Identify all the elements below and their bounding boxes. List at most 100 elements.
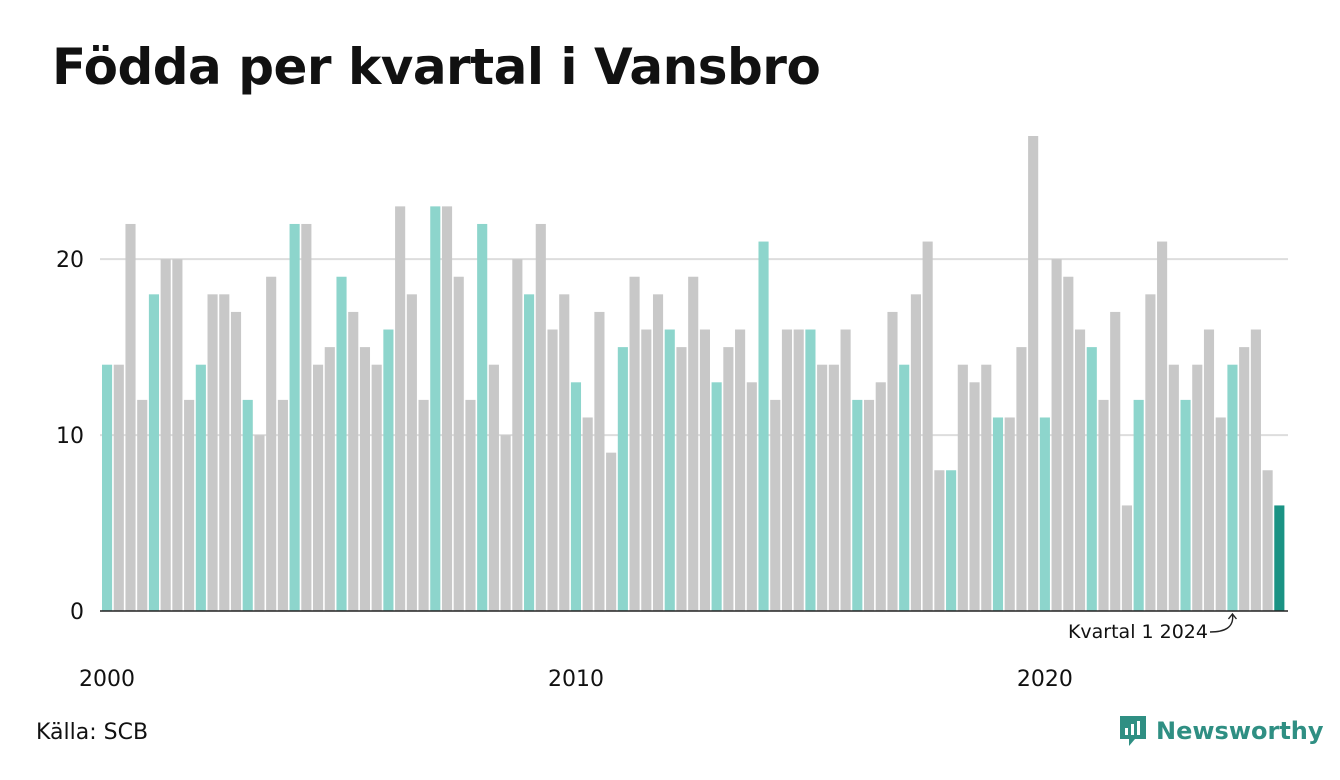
bar xyxy=(430,206,441,611)
y-tick-label: 10 xyxy=(56,424,84,449)
bar xyxy=(594,311,605,611)
bar xyxy=(254,435,265,611)
bar xyxy=(969,382,980,611)
bar xyxy=(805,329,816,611)
bar xyxy=(617,347,628,611)
bar xyxy=(606,452,617,611)
bar xyxy=(676,347,687,611)
bar xyxy=(148,294,160,611)
x-tick-label: 2000 xyxy=(79,667,135,692)
bar xyxy=(934,470,945,611)
x-tick-label: 2010 xyxy=(548,667,604,692)
bar xyxy=(793,329,804,611)
bar xyxy=(992,417,1004,611)
bar xyxy=(1121,505,1132,611)
chart-title: Födda per kvartal i Vansbro xyxy=(52,38,821,96)
bar xyxy=(324,347,335,611)
bar xyxy=(465,399,476,611)
bar xyxy=(688,276,699,611)
bar xyxy=(828,364,839,611)
bar xyxy=(723,347,734,611)
bar xyxy=(758,241,769,611)
bar xyxy=(840,329,851,611)
bar xyxy=(746,382,757,611)
bar xyxy=(535,223,546,611)
bar xyxy=(137,399,148,611)
bar xyxy=(711,382,722,611)
bar xyxy=(781,329,793,611)
bar xyxy=(1239,347,1250,611)
bar xyxy=(629,276,640,611)
bar xyxy=(195,364,206,611)
bar xyxy=(383,329,394,611)
bar xyxy=(348,311,359,611)
bar xyxy=(946,470,957,611)
bar xyxy=(1262,470,1273,611)
bar xyxy=(852,399,863,611)
bar xyxy=(887,311,898,611)
bar xyxy=(1098,399,1109,611)
source-label: Källa: SCB xyxy=(36,720,149,745)
bar xyxy=(1157,241,1168,611)
bar xyxy=(1168,364,1179,611)
bar xyxy=(359,347,371,611)
bar xyxy=(1110,311,1121,611)
y-tick-labels: 0 10 20 xyxy=(56,248,84,625)
annotation-arrow xyxy=(1209,612,1237,633)
y-tick-label: 20 xyxy=(56,248,84,273)
bar xyxy=(242,399,253,611)
bar xyxy=(1250,329,1261,611)
bar xyxy=(1227,364,1238,611)
bar xyxy=(336,276,347,611)
bar xyxy=(981,364,992,611)
bar xyxy=(406,294,417,611)
bar xyxy=(102,364,113,611)
bar xyxy=(899,364,910,611)
bar xyxy=(770,399,781,611)
bar xyxy=(1039,417,1050,611)
bar xyxy=(863,399,875,611)
bar xyxy=(582,417,593,611)
bar xyxy=(500,435,511,611)
bar xyxy=(113,364,124,611)
bar xyxy=(125,223,136,611)
bar xyxy=(277,399,288,611)
bar xyxy=(1274,505,1285,611)
bar xyxy=(652,294,664,611)
bar xyxy=(1215,417,1226,611)
bar xyxy=(547,329,558,611)
annotation-label: Kvartal 1 2024 xyxy=(1068,621,1208,643)
bar xyxy=(922,241,933,611)
bar xyxy=(1203,329,1215,611)
bar xyxy=(477,223,488,611)
bar xyxy=(735,329,746,611)
bar xyxy=(488,364,499,611)
bar xyxy=(1028,136,1039,611)
bar xyxy=(418,399,429,611)
bar xyxy=(1004,417,1015,611)
bar xyxy=(219,294,230,611)
brand-name: Newsworthy xyxy=(1156,717,1324,745)
x-tick-label: 2020 xyxy=(1017,667,1073,692)
bar xyxy=(559,294,570,611)
bar xyxy=(313,364,324,611)
bar xyxy=(1145,294,1156,611)
bar xyxy=(266,276,277,611)
bar xyxy=(512,259,523,611)
bar xyxy=(289,223,300,611)
bar xyxy=(453,276,464,611)
bar xyxy=(395,206,406,611)
bar xyxy=(641,329,652,611)
bar xyxy=(875,382,886,611)
bar xyxy=(441,206,453,611)
bar xyxy=(1180,399,1191,611)
newsworthy-icon xyxy=(1120,716,1146,746)
y-tick-label: 0 xyxy=(70,600,84,625)
x-tick-labels: 2000 2010 2020 xyxy=(79,667,1073,692)
bar xyxy=(524,294,535,611)
bar xyxy=(1063,276,1074,611)
bar xyxy=(301,223,312,611)
bar xyxy=(664,329,675,611)
brand-logo: Newsworthy xyxy=(1118,713,1324,749)
bar xyxy=(172,259,183,611)
